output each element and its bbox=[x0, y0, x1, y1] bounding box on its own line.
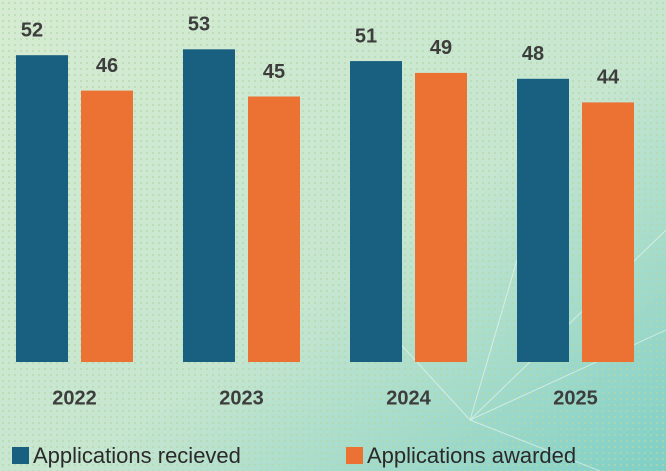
legend-label: Applications recieved bbox=[33, 443, 241, 468]
bar bbox=[350, 61, 402, 362]
x-tick-label: 2023 bbox=[219, 387, 264, 409]
bar bbox=[415, 72, 467, 363]
bar bbox=[248, 96, 300, 362]
bar bbox=[183, 49, 235, 363]
bar bbox=[81, 90, 133, 362]
x-tick-label: 2024 bbox=[386, 387, 431, 409]
data-label: 53 bbox=[188, 14, 210, 36]
data-label: 52 bbox=[21, 19, 43, 41]
x-tick-label: 2022 bbox=[52, 387, 97, 409]
bar bbox=[582, 102, 634, 363]
data-label: 44 bbox=[597, 67, 620, 89]
data-label: 46 bbox=[96, 55, 118, 77]
data-label: 51 bbox=[355, 25, 377, 47]
legend-swatch bbox=[12, 447, 29, 464]
legend-swatch bbox=[346, 447, 363, 464]
x-tick-label: 2025 bbox=[553, 387, 598, 409]
bar bbox=[517, 78, 569, 363]
data-label: 48 bbox=[522, 43, 544, 65]
legend-label: Applications awarded bbox=[367, 443, 576, 468]
data-label: 49 bbox=[430, 37, 452, 59]
data-label: 45 bbox=[263, 61, 285, 83]
bar bbox=[16, 55, 68, 362]
